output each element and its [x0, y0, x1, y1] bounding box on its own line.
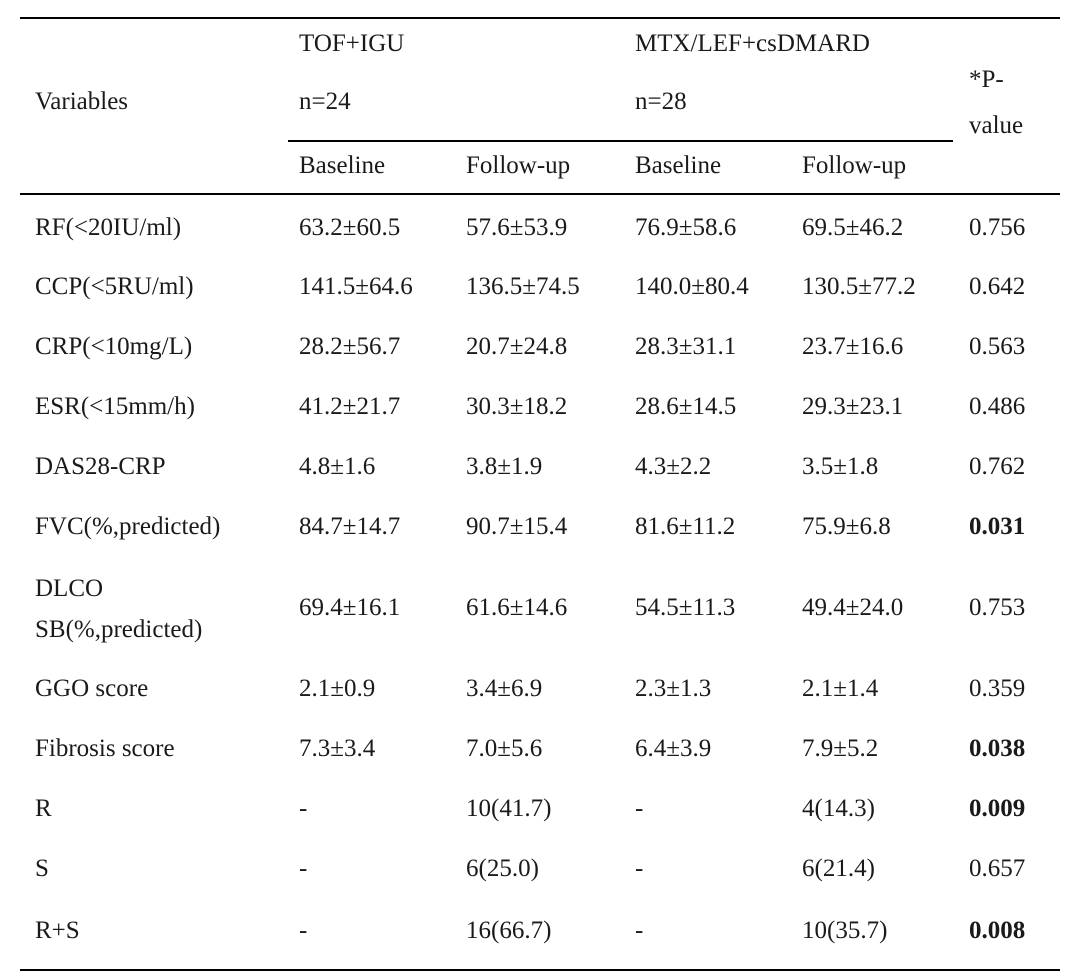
row-tof-followup: 10(41.7)	[466, 795, 552, 822]
row-mtx-followup: 49.4±24.0	[802, 594, 904, 621]
row-mtx-followup: 10(35.7)	[802, 917, 888, 944]
row-mtx-followup: 75.9±6.8	[802, 513, 891, 540]
row-mtx-followup: 3.5±1.8	[802, 453, 879, 480]
row-tof-baseline: 7.3±3.4	[299, 735, 376, 762]
row-mtx-followup: 4(14.3)	[802, 795, 875, 822]
header-baseline-2: Baseline	[635, 152, 722, 179]
row-mtx-baseline: 140.0±80.4	[635, 273, 749, 300]
row-tof-baseline: -	[299, 795, 308, 822]
row-tof-baseline: 4.8±1.6	[299, 453, 376, 480]
row-variable-line1: DLCO	[35, 575, 104, 602]
row-pvalue: 0.657	[969, 855, 1026, 882]
header-baseline-1: Baseline	[299, 152, 386, 179]
row-tof-followup: 90.7±15.4	[466, 513, 568, 540]
header-pvalue-line2: value	[969, 112, 1024, 139]
row-variable: FVC(%,predicted)	[35, 513, 221, 540]
row-mtx-baseline: 28.3±31.1	[635, 333, 737, 360]
header-pvalue-line1: *P-	[969, 66, 1004, 93]
row-mtx-followup: 2.1±1.4	[802, 675, 879, 702]
row-mtx-baseline: -	[635, 917, 644, 944]
row-variable: S	[35, 855, 49, 882]
row-tof-followup: 61.6±14.6	[466, 594, 568, 621]
row-variable-line2: SB(%,predicted)	[35, 616, 203, 643]
row-pvalue: 0.756	[969, 214, 1026, 241]
row-pvalue: 0.009	[969, 795, 1026, 822]
header-group2-name: MTX/LEF+csDMARD	[635, 30, 870, 57]
header-followup-2: Follow-up	[802, 152, 907, 179]
row-variable: R	[35, 795, 52, 822]
row-variable: GGO score	[35, 675, 149, 702]
row-variable: CRP(<10mg/L)	[35, 333, 193, 360]
row-mtx-baseline: 76.9±58.6	[635, 214, 737, 241]
row-tof-followup: 3.8±1.9	[466, 453, 543, 480]
row-tof-baseline: 69.4±16.1	[299, 594, 401, 621]
row-tof-baseline: 84.7±14.7	[299, 513, 401, 540]
row-tof-baseline: 141.5±64.6	[299, 273, 413, 300]
row-tof-baseline: -	[299, 855, 308, 882]
row-pvalue: 0.038	[969, 735, 1026, 762]
row-mtx-baseline: 6.4±3.9	[635, 735, 712, 762]
header-rule	[20, 193, 1060, 195]
row-tof-followup: 16(66.7)	[466, 917, 552, 944]
row-mtx-baseline: 28.6±14.5	[635, 393, 737, 420]
row-variable: ESR(<15mm/h)	[35, 393, 195, 420]
row-pvalue: 0.486	[969, 393, 1026, 420]
row-pvalue: 0.642	[969, 273, 1026, 300]
row-pvalue: 0.008	[969, 917, 1026, 944]
row-tof-followup: 57.6±53.9	[466, 214, 568, 241]
top-rule	[20, 17, 1060, 19]
row-tof-baseline: 2.1±0.9	[299, 675, 376, 702]
header-variables: Variables	[35, 88, 129, 115]
row-mtx-followup: 29.3±23.1	[802, 393, 904, 420]
row-mtx-baseline: 2.3±1.3	[635, 675, 712, 702]
row-variable: RF(<20IU/ml)	[35, 214, 182, 241]
header-group1-name: TOF+IGU	[299, 30, 405, 57]
group-rule	[288, 140, 953, 142]
row-pvalue: 0.762	[969, 453, 1026, 480]
row-tof-followup: 7.0±5.6	[466, 735, 543, 762]
row-mtx-baseline: 54.5±11.3	[635, 594, 736, 621]
row-mtx-baseline: 81.6±11.2	[635, 513, 736, 540]
row-tof-followup: 20.7±24.8	[466, 333, 568, 360]
header-followup-1: Follow-up	[466, 152, 571, 179]
row-tof-followup: 6(25.0)	[466, 855, 539, 882]
row-mtx-followup: 7.9±5.2	[802, 735, 879, 762]
row-pvalue: 0.031	[969, 513, 1026, 540]
row-tof-followup: 30.3±18.2	[466, 393, 568, 420]
header-group2-n: n=28	[635, 88, 687, 115]
row-mtx-followup: 6(21.4)	[802, 855, 875, 882]
header-group1-n: n=24	[299, 88, 351, 115]
row-pvalue: 0.359	[969, 675, 1026, 702]
row-mtx-baseline: 4.3±2.2	[635, 453, 712, 480]
row-tof-baseline: 28.2±56.7	[299, 333, 401, 360]
row-tof-followup: 136.5±74.5	[466, 273, 580, 300]
row-pvalue: 0.563	[969, 333, 1026, 360]
bottom-rule	[20, 969, 1060, 971]
row-tof-baseline: -	[299, 917, 308, 944]
row-mtx-baseline: -	[635, 855, 644, 882]
row-tof-baseline: 63.2±60.5	[299, 214, 401, 241]
row-pvalue: 0.753	[969, 594, 1026, 621]
row-variable: Fibrosis score	[35, 735, 175, 762]
row-tof-followup: 3.4±6.9	[466, 675, 543, 702]
row-mtx-followup: 130.5±77.2	[802, 273, 916, 300]
row-variable: R+S	[35, 917, 80, 944]
row-tof-baseline: 41.2±21.7	[299, 393, 401, 420]
row-variable: DAS28-CRP	[35, 453, 166, 480]
row-mtx-followup: 69.5±46.2	[802, 214, 904, 241]
row-variable: CCP(<5RU/ml)	[35, 273, 194, 300]
row-mtx-followup: 23.7±16.6	[802, 333, 904, 360]
row-mtx-baseline: -	[635, 795, 644, 822]
